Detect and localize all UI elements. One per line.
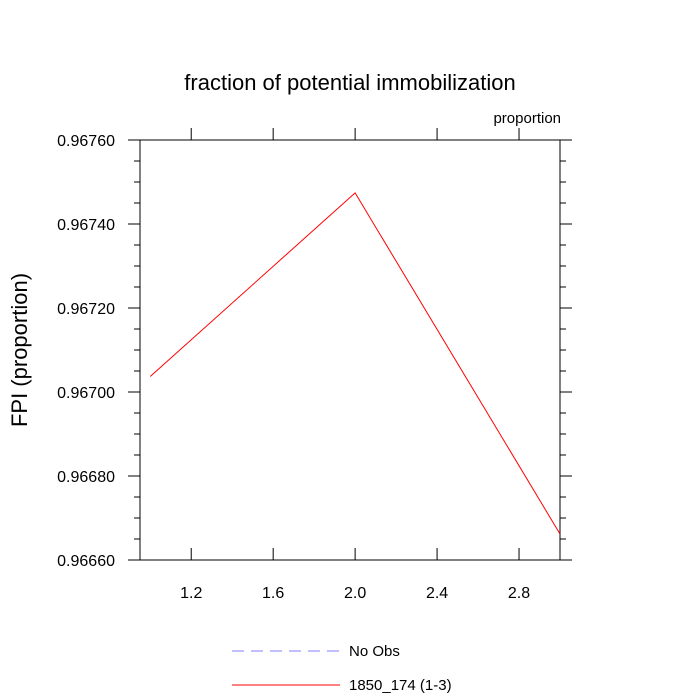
axis-tick-labels: 1.2 1.6 2.0 2.4 2.8 0.96660 0.96680 0.96700 0.96… bbox=[57, 133, 530, 602]
y-tick-label: 0.96740 bbox=[57, 217, 115, 234]
x-tick-label: 1.6 bbox=[262, 585, 284, 602]
y-tick-label: 0.96660 bbox=[57, 553, 115, 570]
units-label: proportion bbox=[493, 110, 561, 127]
x-tick-label: 2.0 bbox=[344, 585, 366, 602]
axis-ticks bbox=[128, 128, 572, 561]
legend: No Obs 1850_174 (1-3) bbox=[232, 643, 452, 694]
legend-label: 1850_174 (1-3) bbox=[349, 677, 452, 694]
x-tick-label: 2.8 bbox=[508, 585, 530, 602]
legend-label: No Obs bbox=[349, 643, 400, 660]
series-line bbox=[149, 192, 561, 535]
y-tick-label: 0.96760 bbox=[57, 133, 115, 150]
chart-title: fraction of potential immobilization bbox=[184, 70, 515, 95]
y-tick-label: 0.96720 bbox=[57, 301, 115, 318]
y-axis-label: FPI (proportion) bbox=[7, 273, 32, 427]
x-tick-label: 1.2 bbox=[180, 585, 202, 602]
series-group bbox=[149, 192, 561, 535]
plot-frame bbox=[139, 139, 561, 561]
y-tick-label: 0.96680 bbox=[57, 469, 115, 486]
y-tick-label: 0.96700 bbox=[57, 385, 115, 402]
x-tick-label: 2.4 bbox=[426, 585, 448, 602]
